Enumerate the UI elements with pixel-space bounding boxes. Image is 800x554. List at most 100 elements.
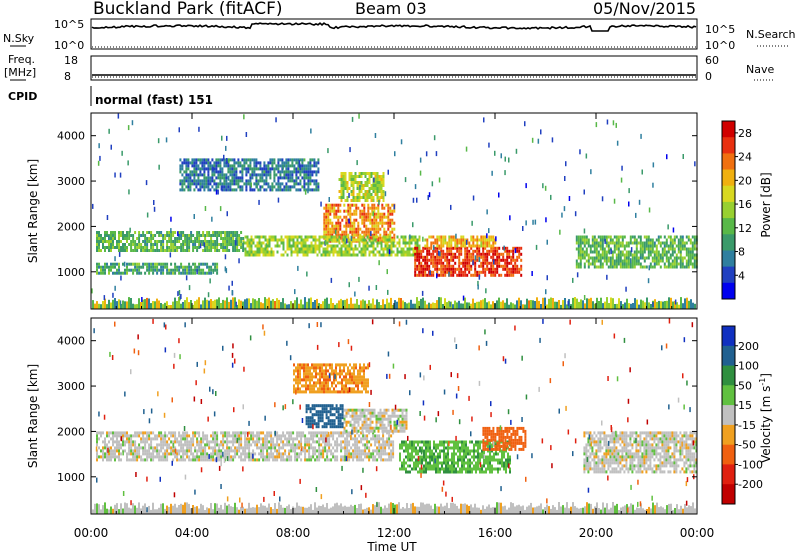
echo-cell: [651, 238, 654, 242]
echo-cell: [599, 238, 602, 242]
echo-cell: [448, 261, 451, 265]
echo-cell: [372, 211, 374, 217]
echo-cell: [348, 238, 351, 242]
echo-cell: [178, 265, 181, 269]
echo-cell: [414, 261, 417, 265]
echo-cell: [666, 154, 668, 160]
echo-cell: [298, 440, 301, 444]
echo-cell: [152, 455, 155, 459]
echo-cell: [156, 446, 159, 450]
echo-cell: [132, 262, 135, 266]
echo-cell: [238, 258, 240, 264]
echo-cell: [273, 167, 276, 171]
echo-cell: [373, 230, 376, 234]
echo-cell: [623, 256, 626, 260]
echo-cell: [255, 179, 258, 183]
echo-cell: [354, 440, 357, 444]
echo-cell: [325, 203, 328, 207]
echo-cell: [466, 249, 469, 253]
echo-cell: [126, 455, 128, 459]
echo-cell: [627, 262, 630, 266]
echo-cell: [364, 434, 367, 438]
echo-cell: [444, 273, 447, 277]
echo-cell: [625, 250, 628, 254]
echo-cell: [194, 262, 197, 266]
echo-cell: [216, 246, 219, 249]
echo-cell: [368, 178, 371, 181]
echo-cell: [454, 246, 457, 250]
echo-cell: [327, 233, 330, 237]
echo-cell: [216, 234, 219, 237]
echo-cell: [333, 203, 336, 207]
echo-cell: [403, 449, 405, 453]
echo-cell: [354, 434, 357, 438]
echo-cell: [168, 231, 171, 234]
echo-cell: [238, 446, 241, 450]
cpid-text: normal (fast) 151: [95, 93, 213, 107]
echo-cell: [241, 179, 244, 183]
echo-cell: [335, 209, 338, 213]
echo-cell: [323, 224, 326, 228]
echo-cell: [377, 209, 380, 213]
echo-cell: [350, 184, 353, 187]
echo-cell: [649, 244, 652, 248]
echo-cell: [355, 209, 358, 213]
echo-cell: [496, 258, 499, 262]
echo-cell: [625, 253, 628, 257]
echo-cell: [599, 241, 602, 245]
echo-cell: [322, 235, 325, 239]
echo-cell: [118, 443, 120, 447]
echo-cell: [536, 297, 538, 309]
echo-cell: [631, 241, 634, 245]
echo-cell: [261, 170, 264, 174]
echo-cell: [127, 160, 129, 166]
echo-cell: [212, 240, 215, 243]
echo-cell: [409, 234, 411, 240]
echo-cell: [358, 455, 361, 459]
echo-cell: [262, 253, 265, 257]
echo-cell: [272, 235, 275, 239]
echo-cell: [233, 170, 236, 174]
colorbar-segment: [722, 282, 735, 300]
echo-cell: [372, 187, 375, 190]
echo-cell: [484, 270, 487, 274]
echo-cell: [338, 235, 341, 239]
echo-cell: [243, 164, 246, 168]
echo-cell: [327, 206, 330, 210]
echo-cell: [108, 128, 110, 134]
echo-cell: [394, 253, 397, 257]
echo-cell: [293, 182, 296, 186]
echo-cell: [286, 304, 288, 309]
echo-cell: [364, 175, 367, 178]
echo-cell: [621, 238, 624, 242]
echo-cell: [312, 238, 315, 242]
echo-cell: [241, 188, 244, 192]
echo-cell: [490, 255, 493, 259]
echo-cell: [178, 271, 181, 275]
echo-cell: [132, 449, 135, 453]
echo-cell: [260, 302, 262, 309]
echo-cell: [342, 440, 345, 444]
echo-cell: [450, 241, 453, 245]
echo-cell: [579, 235, 582, 239]
echo-cell: [647, 247, 650, 251]
echo-cell: [162, 437, 165, 441]
echo-cell: [472, 195, 475, 201]
echo-cell: [198, 246, 201, 249]
echo-cell: [203, 170, 206, 174]
echo-cell: [364, 250, 367, 254]
echo-cell: [342, 184, 345, 187]
echo-cell: [217, 189, 219, 195]
echo-cell: [663, 235, 666, 239]
echo-cell: [349, 218, 352, 222]
echo-cell: [679, 241, 682, 245]
echo-cell: [196, 299, 198, 309]
echo-cell: [371, 239, 374, 243]
echo-cell: [237, 179, 240, 183]
echo-cell: [629, 265, 632, 269]
echo-cell: [683, 256, 686, 260]
echo-cell: [468, 252, 471, 256]
echo-cell: [510, 267, 513, 271]
echo-cell: [466, 252, 469, 256]
echo-cell: [294, 455, 297, 459]
